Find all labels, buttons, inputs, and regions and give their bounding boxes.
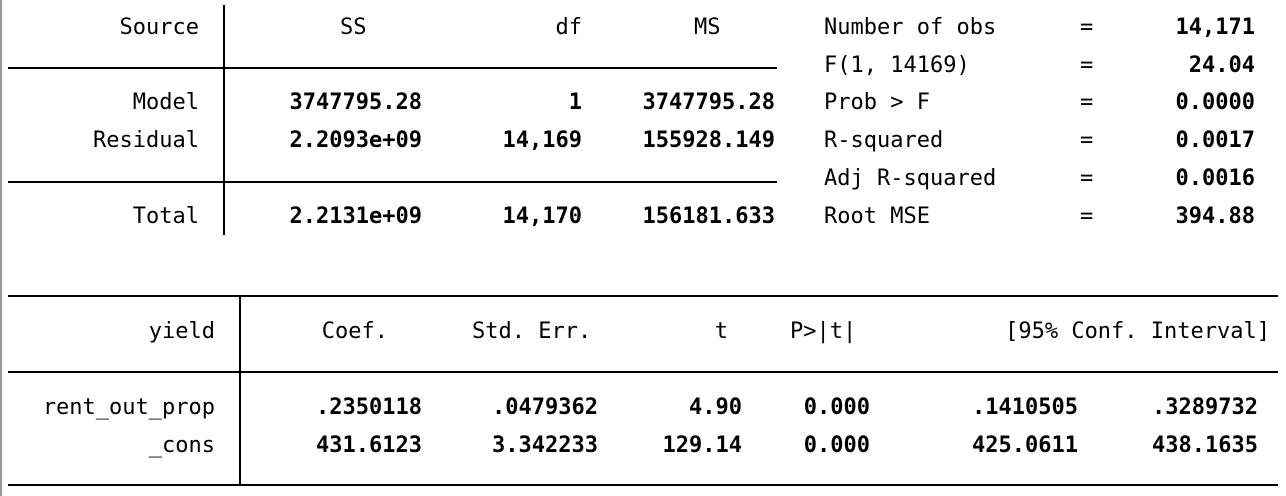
- stat-eq: =: [1080, 204, 1094, 229]
- coef-header-var: yield: [148, 319, 215, 344]
- coef-value: 431.6123: [316, 433, 422, 458]
- anova-source: Model: [132, 90, 199, 115]
- coef-var: rent_out_prop: [42, 395, 215, 420]
- anova-ss: 2.2093e+09: [289, 128, 422, 153]
- anova-header-df: df: [555, 15, 583, 40]
- stat-value: 24.04: [1188, 53, 1255, 78]
- coef-header-se: Std. Err.: [472, 319, 592, 344]
- coef-var: _cons: [148, 433, 215, 458]
- anova-total-rule: [8, 181, 777, 183]
- anova-df: 14,170: [502, 204, 582, 229]
- coef-p: 0.000: [803, 433, 870, 458]
- anova-ms: 155928.149: [642, 128, 775, 153]
- coef-ci-high: 438.1635: [1152, 433, 1258, 458]
- anova-ss: 3747795.28: [289, 90, 422, 115]
- coef-value: .2350118: [316, 395, 422, 420]
- stat-label: Adj R-squared: [824, 166, 997, 191]
- anova-header-ss: SS: [340, 15, 367, 40]
- anova-ms: 156181.633: [642, 204, 775, 229]
- coef-header-coef: Coef.: [321, 319, 388, 344]
- stat-value: 0.0016: [1175, 166, 1255, 191]
- coef-t: 129.14: [662, 433, 742, 458]
- stat-eq: =: [1080, 15, 1094, 40]
- stat-label: Root MSE: [824, 204, 930, 229]
- anova-df: 14,169: [502, 128, 582, 153]
- window-left-border: [0, 0, 2, 496]
- stat-value: 0.0017: [1175, 128, 1255, 153]
- coef-bottom-rule: [8, 484, 1278, 486]
- coef-t: 4.90: [689, 395, 742, 420]
- stat-eq: =: [1080, 166, 1094, 191]
- stat-label: Number of obs: [824, 15, 997, 40]
- coef-ci-low: 425.0611: [972, 433, 1078, 458]
- anova-header-source: Source: [119, 15, 199, 40]
- stat-value: 0.0000: [1175, 90, 1255, 115]
- stat-label: Prob > F: [824, 90, 930, 115]
- coef-p: 0.000: [803, 395, 870, 420]
- stat-value: 394.88: [1175, 204, 1255, 229]
- stat-eq: =: [1080, 53, 1094, 78]
- anova-source: Residual: [93, 128, 199, 153]
- anova-source: Total: [132, 204, 199, 229]
- stat-label: R-squared: [824, 128, 944, 153]
- stat-value: 14,171: [1175, 15, 1255, 40]
- coef-column-divider: [239, 297, 241, 486]
- coef-header-rule: [8, 371, 1278, 373]
- coef-top-rule: [8, 295, 1278, 297]
- anova-header-ms: MS: [694, 15, 721, 40]
- coef-header-p: P>|t|: [790, 319, 857, 344]
- coef-header-ci: [95% Conf. Interval]: [1005, 319, 1270, 344]
- stat-label: F(1, 14169): [824, 53, 970, 78]
- anova-column-divider: [223, 5, 225, 235]
- anova-header-rule: [8, 67, 777, 69]
- coef-header-t: t: [714, 319, 728, 344]
- coef-ci-high: .3289732: [1152, 395, 1258, 420]
- coef-se: .0479362: [492, 395, 598, 420]
- anova-ms: 3747795.28: [642, 90, 775, 115]
- coef-se: 3.342233: [492, 433, 598, 458]
- stat-eq: =: [1080, 90, 1094, 115]
- anova-ss: 2.2131e+09: [289, 204, 422, 229]
- stat-eq: =: [1080, 128, 1094, 153]
- coef-ci-low: .1410505: [972, 395, 1078, 420]
- anova-df: 1: [568, 90, 582, 115]
